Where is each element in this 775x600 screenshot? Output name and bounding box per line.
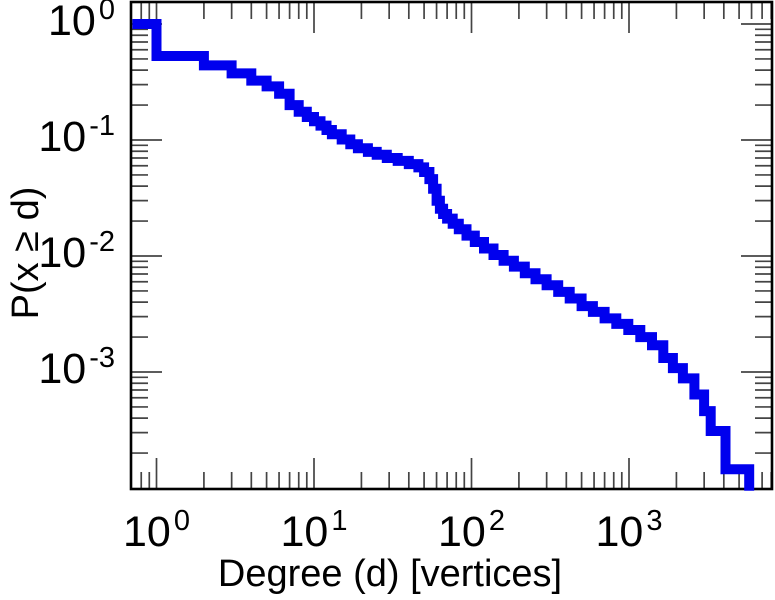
degree-ccdf-step-curve	[132, 19, 755, 491]
x-tick-label: 10 3	[595, 505, 663, 559]
y-tick-label: 10 -1	[0, 110, 115, 164]
tick-label-base: 10	[123, 508, 171, 556]
tick-label-base: 10	[38, 345, 87, 393]
tick-label-exponent: -3	[89, 342, 115, 374]
x-tick-label: 10 1	[280, 505, 348, 559]
y-tick-label: 10 0	[0, 0, 115, 48]
plot-frame	[129, 0, 774, 491]
y-axis-title: P(x ≥ d)	[5, 186, 47, 320]
y-tick-label: 10 -3	[0, 342, 115, 396]
tick-label-exponent: 0	[98, 0, 115, 26]
tick-label-exponent: 3	[646, 505, 663, 537]
tick-label-base: 10	[438, 508, 486, 556]
tick-label-base: 10	[38, 113, 87, 161]
tick-label-exponent: 1	[331, 505, 348, 537]
x-tick-label: 10 2	[438, 505, 505, 559]
tick-label-exponent: 2	[488, 505, 505, 537]
tick-label-base: 10	[48, 0, 96, 45]
tick-label-base: 10	[280, 508, 329, 556]
y-tick-label: 10 -2	[0, 226, 115, 280]
x-axis-title: Degree (d) [vertices]	[217, 553, 563, 595]
tick-label-base: 10	[595, 508, 644, 556]
tick-label-exponent: -1	[89, 110, 115, 142]
tick-label-exponent: 0	[173, 505, 190, 537]
tick-label-exponent: -2	[89, 226, 115, 258]
tick-label-base: 10	[38, 229, 87, 277]
x-tick-label: 10 0	[123, 505, 190, 559]
